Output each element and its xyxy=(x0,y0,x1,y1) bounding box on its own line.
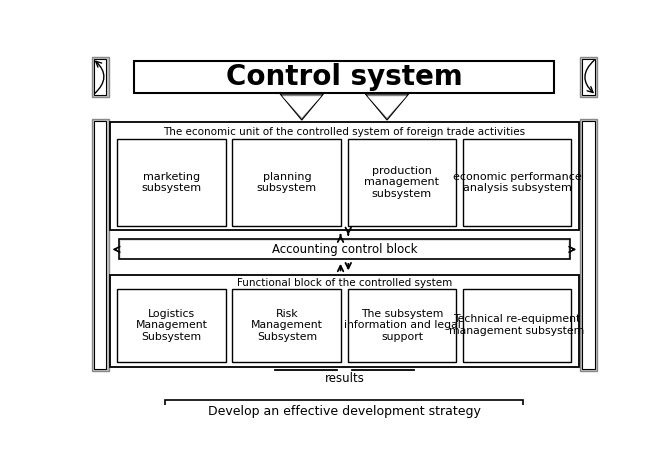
Bar xyxy=(118,139,226,226)
Bar xyxy=(92,118,109,371)
Polygon shape xyxy=(280,94,323,120)
Bar xyxy=(583,59,595,95)
Text: production
management
subsystem: production management subsystem xyxy=(364,166,439,199)
Text: Accounting control block: Accounting control block xyxy=(271,243,417,256)
Bar xyxy=(134,61,554,93)
Bar xyxy=(583,121,595,369)
Text: Risk
Management
Subsystem: Risk Management Subsystem xyxy=(251,308,323,342)
Bar xyxy=(347,288,456,362)
Bar xyxy=(580,57,597,97)
Bar xyxy=(233,139,341,226)
Polygon shape xyxy=(368,96,407,118)
Text: planning
subsystem: planning subsystem xyxy=(257,172,317,193)
Bar xyxy=(580,118,597,371)
Text: The subsystem
information and legal
support: The subsystem information and legal supp… xyxy=(343,308,460,342)
Text: The economic unit of the controlled system of foreign trade activities: The economic unit of the controlled syst… xyxy=(163,126,526,136)
Bar xyxy=(110,122,579,230)
Text: Develop an effective development strategy: Develop an effective development strateg… xyxy=(208,404,481,418)
Polygon shape xyxy=(366,94,409,120)
Bar xyxy=(121,241,568,258)
Bar xyxy=(119,239,570,259)
Text: economic performance
analysis subsystem: economic performance analysis subsystem xyxy=(453,172,581,193)
Bar xyxy=(347,139,456,226)
Bar xyxy=(118,288,226,362)
Bar xyxy=(165,399,523,423)
Bar xyxy=(462,139,571,226)
Bar xyxy=(110,275,579,367)
Bar xyxy=(233,288,341,362)
Polygon shape xyxy=(282,96,321,118)
Bar xyxy=(462,288,571,362)
Text: marketing
subsystem: marketing subsystem xyxy=(142,172,202,193)
Bar xyxy=(94,121,106,369)
Bar xyxy=(94,59,106,95)
Text: Control system: Control system xyxy=(226,63,463,91)
Text: Functional block of the controlled system: Functional block of the controlled syste… xyxy=(237,278,452,288)
Text: Technical re-equipment
management subsystem: Technical re-equipment management subsys… xyxy=(450,314,585,336)
Text: results: results xyxy=(325,371,364,384)
Bar xyxy=(92,57,109,97)
Text: Logistics
Management
Subsystem: Logistics Management Subsystem xyxy=(136,308,208,342)
